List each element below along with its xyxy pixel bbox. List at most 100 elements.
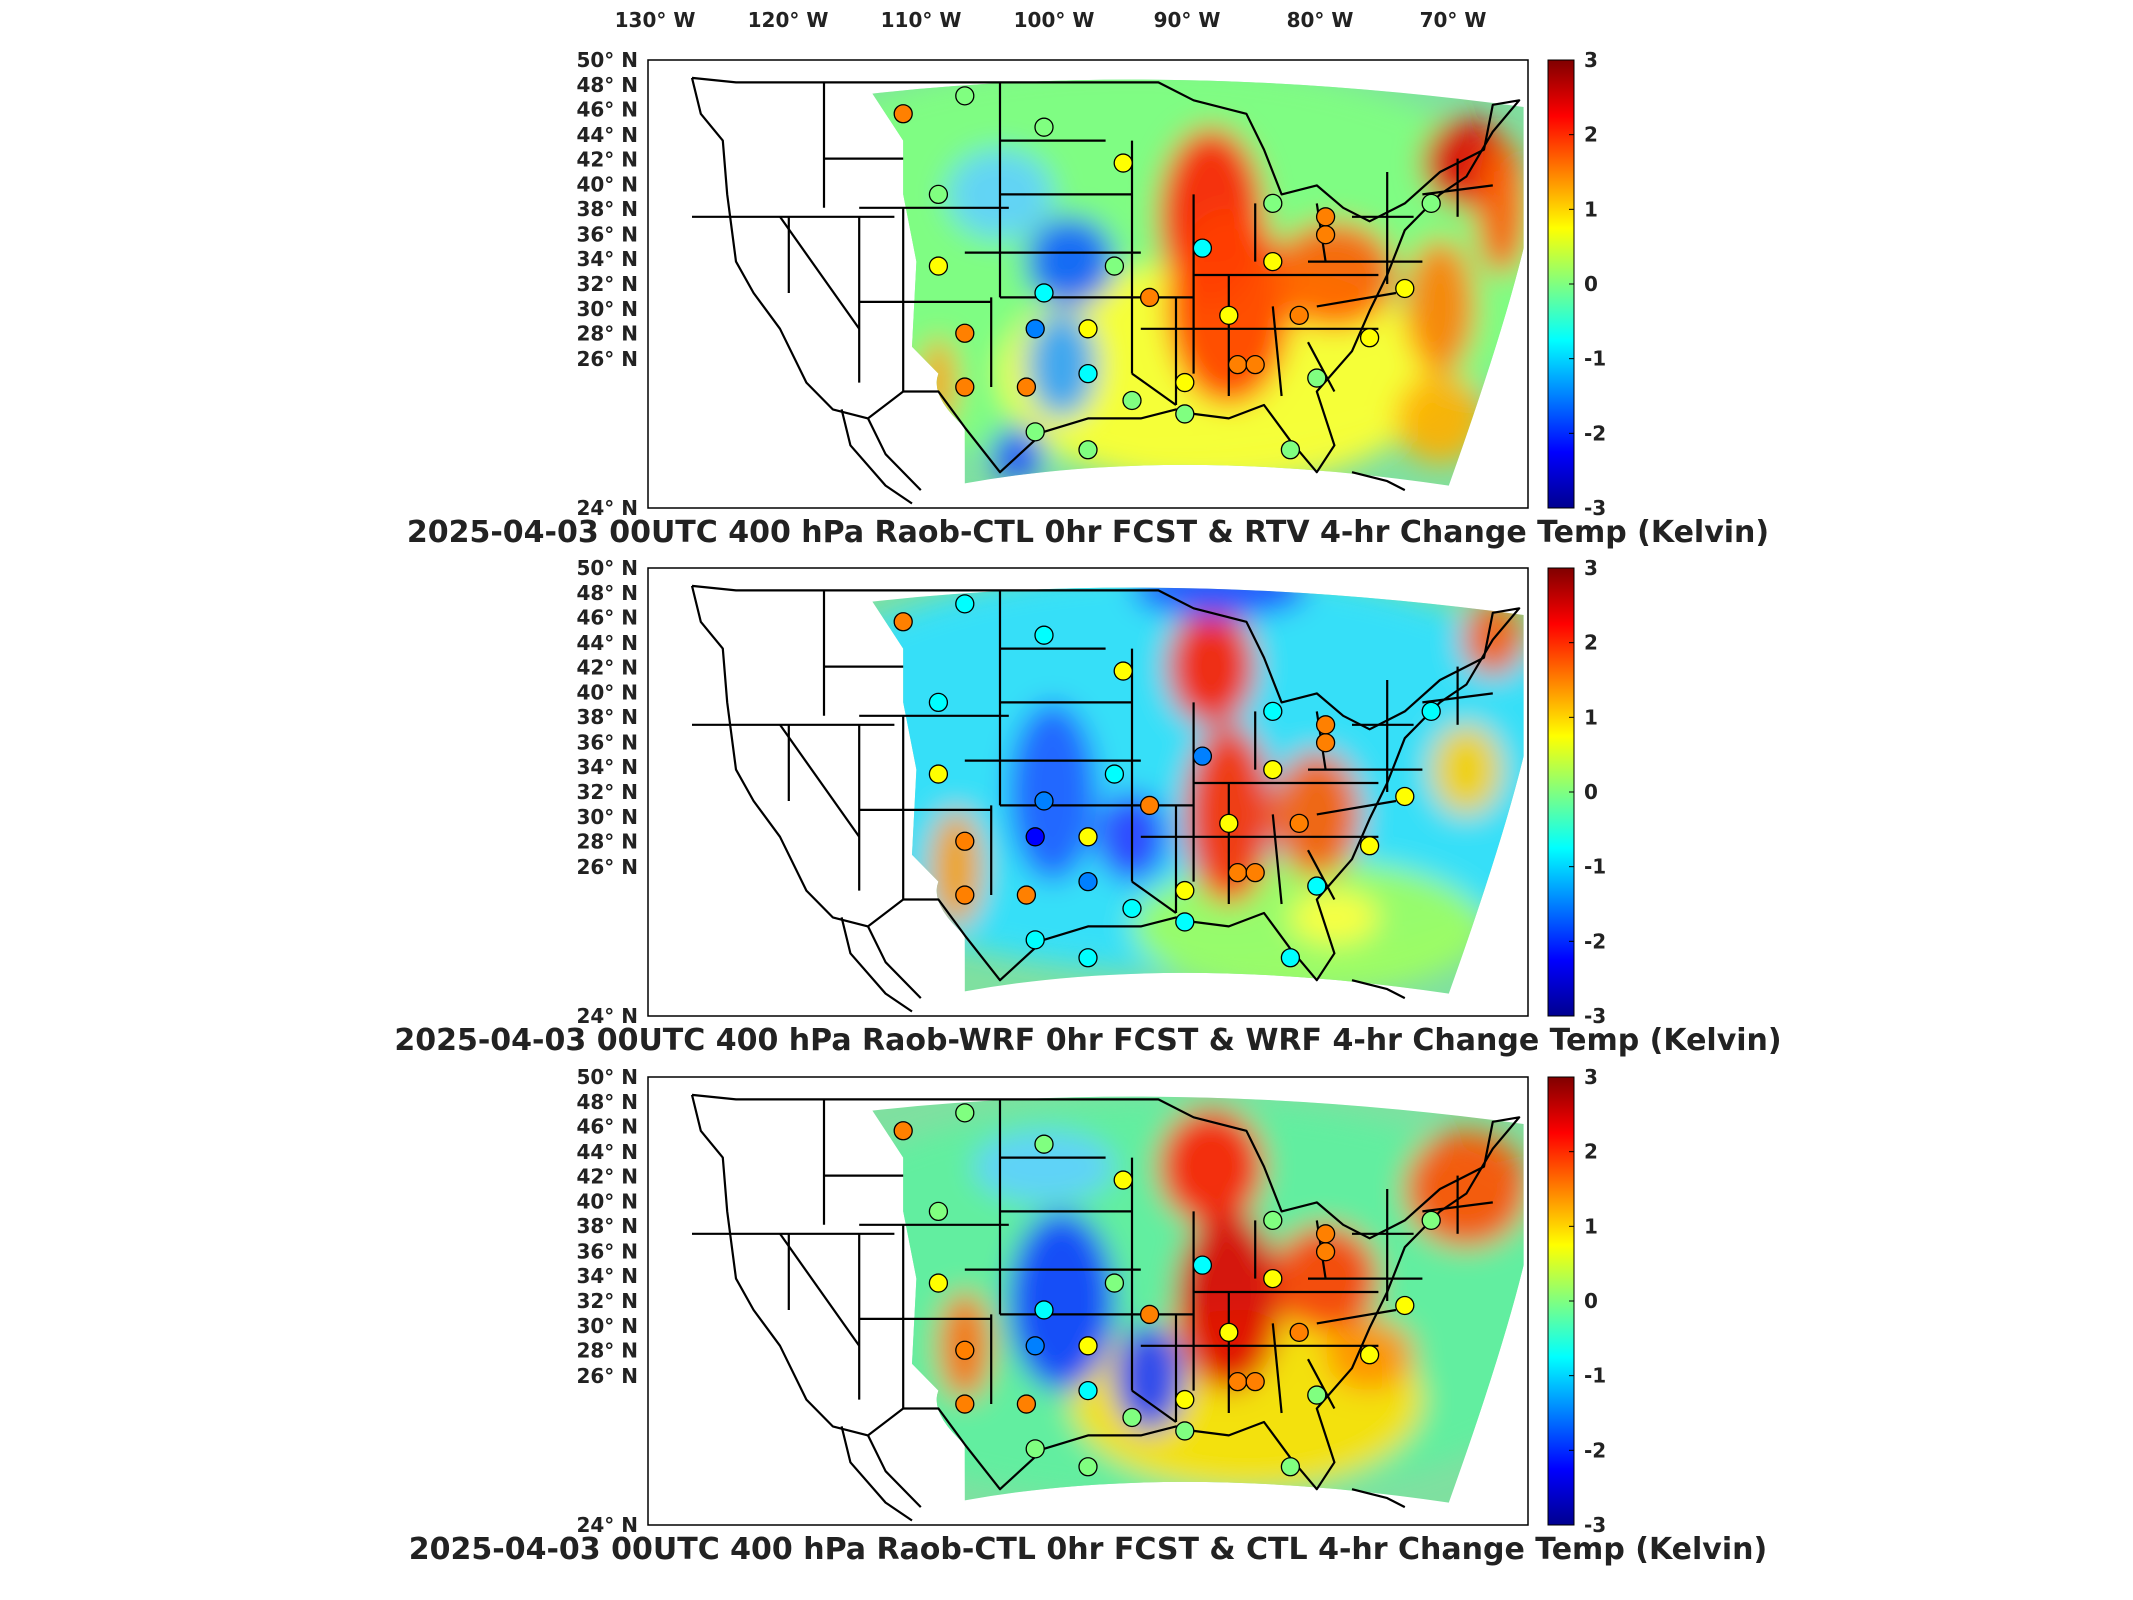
raob-station-marker (1122, 898, 1142, 919)
raob-station-marker (1263, 701, 1283, 722)
raob-station-marker (1315, 733, 1336, 753)
raob-station-marker (1315, 715, 1336, 735)
raob-station-marker (1139, 795, 1160, 816)
lat-label: 30° N (576, 297, 638, 321)
lat-label: 42° N (576, 1164, 638, 1188)
lat-label: 32° N (576, 780, 638, 804)
lat-label: 36° N (576, 222, 638, 246)
raob-station-marker (955, 1394, 975, 1414)
raob-station-marker (1175, 880, 1195, 901)
colorbar-tick-label: -2 (1584, 421, 1606, 445)
lat-label: 28° N (576, 830, 638, 854)
raob-station-marker (1421, 701, 1441, 722)
raob-station-marker (1263, 251, 1283, 272)
raob-station-marker (1421, 1210, 1441, 1231)
lat-label: 48° N (576, 73, 638, 97)
raob-station-marker (1359, 836, 1380, 856)
lat-label: 32° N (576, 1289, 638, 1313)
raob-station-marker (1078, 1380, 1098, 1401)
lat-label: 46° N (576, 98, 638, 122)
raob-station-marker (1289, 1322, 1309, 1343)
raob-station-marker (1315, 1242, 1336, 1262)
raob-station-marker (1113, 1170, 1133, 1190)
raob-station-marker (1078, 871, 1098, 892)
lat-label: 24° N (576, 496, 638, 520)
raob-station-marker (1078, 1336, 1098, 1356)
raob-station-marker (1307, 876, 1327, 896)
raob-station-marker (893, 1121, 913, 1141)
raob-station-marker (1219, 1322, 1239, 1343)
lat-label: 44° N (576, 1140, 638, 1164)
raob-station-marker (928, 256, 949, 276)
raob-station-marker (1395, 1295, 1415, 1316)
raob-station-marker (1113, 661, 1133, 681)
lat-label: 30° N (576, 1314, 638, 1338)
lat-label: 44° N (576, 123, 638, 147)
colorbar-tick-label: 1 (1584, 197, 1598, 221)
colorbar-tick-label: 0 (1584, 1289, 1598, 1313)
lat-label: 34° N (576, 755, 638, 779)
lat-label: 36° N (576, 730, 638, 754)
lat-label: 30° N (576, 805, 638, 829)
raob-station-marker (1227, 1371, 1248, 1392)
lat-label: 38° N (576, 705, 638, 729)
raob-station-marker (1359, 328, 1380, 348)
lat-label: 48° N (576, 581, 638, 605)
raob-station-marker (1280, 948, 1301, 968)
latitude-labels: 50° N48° N46° N44° N42° N40° N38° N36° N… (576, 48, 638, 520)
raob-station-marker (1245, 862, 1265, 883)
map-frame (647, 567, 1529, 1017)
lat-label: 26° N (576, 1364, 638, 1388)
raob-station-marker (928, 764, 949, 784)
raob-station-marker (1175, 1421, 1195, 1441)
raob-station-marker (1139, 1304, 1160, 1325)
colorbar-tick-label: 3 (1584, 1065, 1598, 1089)
lon-label: 130° W (615, 8, 696, 32)
raob-station-marker (1175, 1389, 1195, 1410)
raob-station-marker (1113, 153, 1133, 173)
panel-title: 2025-04-03 00UTC 400 hPa Raob-CTL 0hr FC… (409, 1532, 1767, 1567)
state-boundaries (690, 76, 1521, 505)
raob-station-marker (1034, 791, 1054, 811)
map-panel: 50° N48° N46° N44° N42° N40° N38° N36° N… (394, 556, 1781, 1058)
raob-stations (893, 1103, 1441, 1477)
raob-station-marker (955, 86, 975, 106)
raob-stations (893, 594, 1441, 968)
colorbar-tick-label: 3 (1584, 556, 1598, 580)
raob-station-marker (1315, 225, 1336, 245)
lon-label: 80° W (1287, 8, 1354, 32)
panel-title: 2025-04-03 00UTC 400 hPa Raob-CTL 0hr FC… (407, 515, 1769, 550)
colorbar-tick-label: 2 (1584, 631, 1598, 655)
colorbar-tick-label: -2 (1584, 1438, 1606, 1462)
raob-station-marker (1219, 305, 1239, 326)
raob-station-marker (1192, 238, 1213, 258)
raob-station-marker (1192, 1255, 1213, 1275)
raob-station-marker (1280, 440, 1301, 460)
colorbar: 3 2 1 0 -1 -2 -3 (1547, 1065, 1606, 1537)
lat-label: 50° N (576, 556, 638, 580)
lat-label: 44° N (576, 631, 638, 655)
raob-station-marker (1034, 1134, 1054, 1154)
temperature-field (872, 587, 1524, 994)
raob-station-marker (1078, 319, 1098, 339)
raob-station-marker (1016, 1394, 1037, 1414)
lat-label: 24° N (576, 1513, 638, 1537)
colorbar-tick-label: -1 (1584, 1364, 1606, 1388)
colorbar-tick-label: 3 (1584, 48, 1598, 72)
lat-label: 28° N (576, 322, 638, 346)
raob-station-marker (1122, 1407, 1142, 1428)
colorbar-tick-label: -3 (1584, 1004, 1606, 1028)
colorbar-tick-label: 1 (1584, 1214, 1598, 1238)
raob-station-marker (1016, 885, 1037, 905)
lat-label: 50° N (576, 1065, 638, 1089)
lat-label: 34° N (576, 247, 638, 271)
lat-label: 40° N (576, 1190, 638, 1214)
raob-station-marker (1034, 1300, 1054, 1320)
raob-station-marker (1245, 1371, 1265, 1392)
lat-label: 26° N (576, 855, 638, 879)
lat-label: 28° N (576, 1339, 638, 1363)
raob-station-marker (1104, 764, 1125, 784)
lat-label: 50° N (576, 48, 638, 72)
lat-label: 40° N (576, 681, 638, 705)
